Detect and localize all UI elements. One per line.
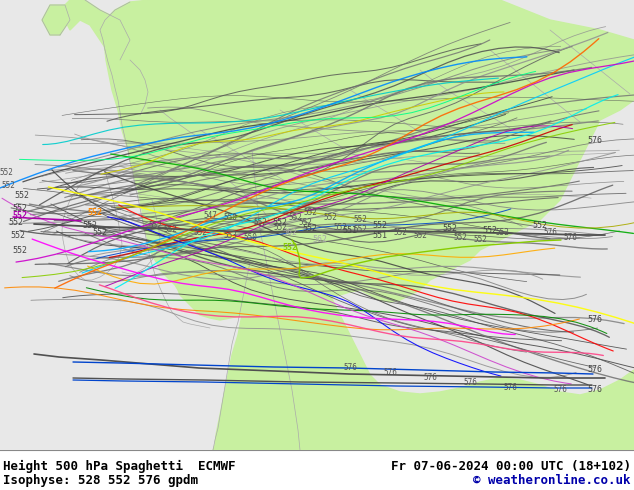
Text: 552: 552 xyxy=(393,228,407,237)
Polygon shape xyxy=(42,5,70,35)
Text: 550: 550 xyxy=(243,233,257,242)
Text: 552: 552 xyxy=(273,223,287,232)
Text: 552: 552 xyxy=(82,220,98,229)
Text: 552: 552 xyxy=(283,243,297,252)
Text: 552: 552 xyxy=(193,228,207,237)
Text: 552: 552 xyxy=(302,223,318,232)
Text: 552: 552 xyxy=(253,218,267,227)
Text: 552: 552 xyxy=(15,191,30,199)
Text: 552: 552 xyxy=(333,223,347,232)
Text: 552: 552 xyxy=(303,208,317,217)
Text: 576: 576 xyxy=(543,228,557,237)
Text: 552: 552 xyxy=(353,225,367,234)
Polygon shape xyxy=(213,0,634,450)
Text: 551: 551 xyxy=(373,230,387,240)
Text: 576: 576 xyxy=(383,368,397,377)
Text: 552: 552 xyxy=(533,220,548,229)
Text: 552: 552 xyxy=(288,213,302,222)
Text: 552: 552 xyxy=(11,230,25,240)
Text: 576: 576 xyxy=(588,386,602,394)
Text: Fr 07-06-2024 00:00 UTC (18+102): Fr 07-06-2024 00:00 UTC (18+102) xyxy=(391,460,631,473)
Text: 576: 576 xyxy=(463,378,477,387)
Text: 552: 552 xyxy=(298,218,312,227)
Text: 550: 550 xyxy=(223,213,237,222)
Text: 576: 576 xyxy=(553,385,567,394)
Text: 552: 552 xyxy=(453,233,467,242)
Text: 552: 552 xyxy=(373,220,387,229)
Text: 562: 562 xyxy=(283,228,297,237)
Polygon shape xyxy=(60,0,130,60)
Text: 562: 562 xyxy=(313,235,328,244)
Text: 552: 552 xyxy=(413,231,427,240)
Text: 552: 552 xyxy=(473,235,487,244)
Text: 552: 552 xyxy=(323,213,337,222)
Text: 552: 552 xyxy=(148,221,162,230)
Text: 552: 552 xyxy=(273,218,287,226)
Text: 552: 552 xyxy=(8,218,23,226)
Polygon shape xyxy=(100,0,634,320)
Text: 552: 552 xyxy=(0,168,13,177)
Text: 551: 551 xyxy=(342,225,358,235)
Text: 552: 552 xyxy=(495,228,509,237)
Text: 576: 576 xyxy=(588,316,602,324)
Text: © weatheronline.co.uk: © weatheronline.co.uk xyxy=(474,474,631,487)
Text: 576: 576 xyxy=(503,383,517,392)
Text: 552: 552 xyxy=(353,215,367,224)
Text: 552: 552 xyxy=(87,208,103,217)
Text: 553: 553 xyxy=(223,231,237,240)
Text: 552: 552 xyxy=(443,223,458,232)
Text: 552: 552 xyxy=(13,203,27,213)
Text: 552: 552 xyxy=(163,225,177,234)
Text: Height 500 hPa Spaghetti  ECMWF: Height 500 hPa Spaghetti ECMWF xyxy=(3,460,236,473)
Text: 547: 547 xyxy=(203,211,217,220)
Text: 552: 552 xyxy=(13,211,27,220)
Text: 552: 552 xyxy=(1,181,15,190)
Text: 552: 552 xyxy=(482,225,498,235)
Text: 576: 576 xyxy=(563,233,577,242)
Text: 576: 576 xyxy=(343,363,357,372)
Text: 552: 552 xyxy=(93,227,108,237)
Text: 576: 576 xyxy=(588,136,602,145)
Text: 576: 576 xyxy=(588,366,602,374)
Text: 552: 552 xyxy=(13,245,27,254)
Text: 576: 576 xyxy=(423,373,437,382)
Text: Isophyse: 528 552 576 gpdm: Isophyse: 528 552 576 gpdm xyxy=(3,474,198,487)
